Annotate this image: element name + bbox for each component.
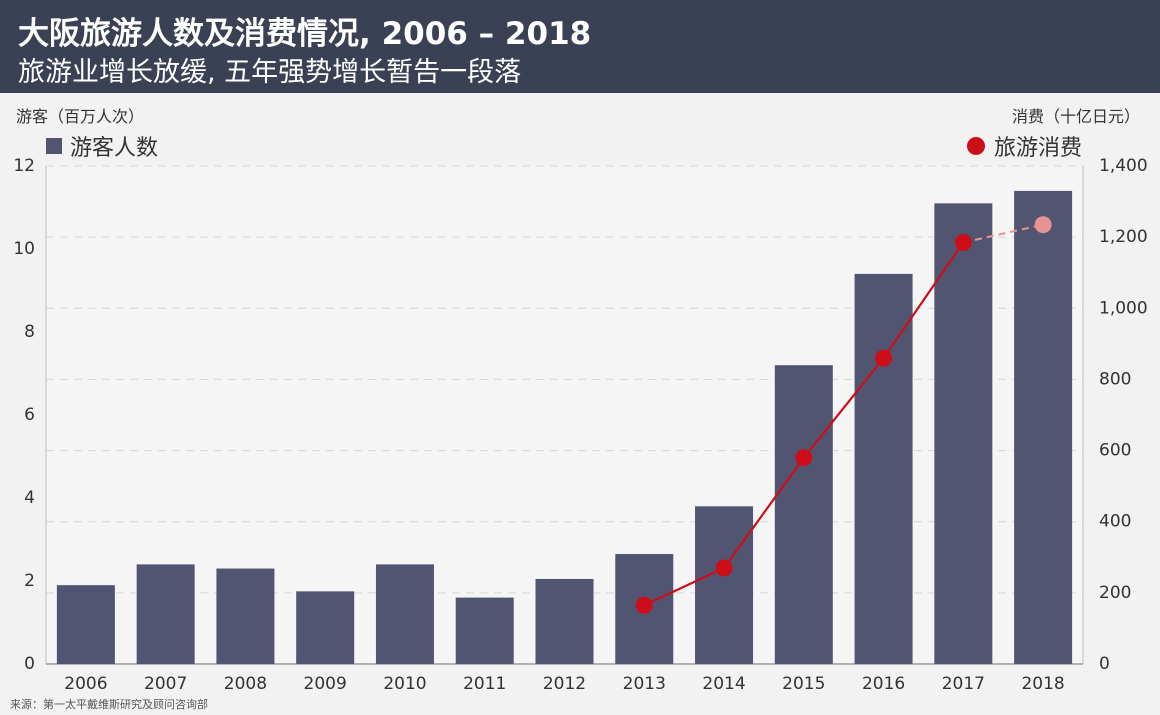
right-tick-label: 400 (1099, 512, 1131, 532)
line-segment (723, 457, 805, 569)
x-tick-label: 2016 (862, 674, 905, 694)
chart-title: 大阪旅游人数及消费情况, 2006 – 2018 (18, 16, 592, 52)
x-tick-label: 2014 (702, 674, 745, 694)
line-segment (882, 241, 965, 359)
bar (854, 273, 913, 664)
right-tick-label: 1,000 (1099, 298, 1148, 318)
line-segment (643, 566, 725, 607)
line-segment-estimate (963, 223, 1044, 244)
legend-spending-label: 旅游消费 (993, 136, 1082, 161)
line-segment (802, 357, 885, 459)
right-tick-label: 600 (1099, 441, 1131, 461)
left-tick-label: 8 (24, 322, 35, 342)
right-tick-label: 200 (1099, 583, 1131, 603)
x-tick-label: 2010 (383, 674, 426, 694)
header-banner: 大阪旅游人数及消费情况, 2006 – 2018 旅游业增长放缓, 五年强势增长… (0, 0, 1160, 93)
bar (774, 365, 833, 664)
bar (1014, 190, 1073, 664)
x-tick-label: 2006 (64, 674, 107, 694)
bar (455, 597, 514, 664)
x-tick-label: 2012 (543, 674, 586, 694)
right-tick-label: 0 (1099, 654, 1110, 674)
x-tick-label: 2013 (623, 674, 666, 694)
left-tick-label: 2 (24, 571, 35, 591)
bar (934, 203, 993, 664)
bar (535, 578, 594, 664)
x-tick-label: 2009 (304, 674, 347, 694)
right-tick-label: 1,400 (1099, 156, 1148, 176)
line-point-estimate (1034, 216, 1052, 234)
x-tick-label: 2018 (1021, 674, 1064, 694)
line-point (715, 559, 733, 577)
bar (56, 585, 115, 664)
bar (136, 564, 195, 664)
x-tick-label: 2017 (942, 674, 985, 694)
left-axis-title: 游客（百万人次） (16, 107, 145, 126)
line-point (795, 449, 813, 467)
legend-visitors-label: 游客人数 (70, 136, 159, 161)
left-tick-label: 12 (13, 156, 35, 176)
left-tick-label: 0 (24, 654, 35, 674)
line-point (635, 596, 653, 614)
right-tick-label: 800 (1099, 369, 1131, 389)
right-tick-label: 1,200 (1099, 227, 1148, 247)
bar (375, 564, 434, 664)
chart-subtitle: 旅游业增长放缓, 五年强势增长暂告一段落 (18, 57, 522, 88)
left-tick-label: 4 (24, 488, 35, 508)
bar (296, 591, 355, 664)
bar (216, 568, 275, 664)
legend-bar-swatch (46, 138, 62, 154)
left-tick-label: 10 (13, 239, 35, 259)
legend-dot-swatch (966, 137, 985, 155)
right-axis-title: 消费（十亿日元） (1011, 107, 1140, 126)
legend-item-spending: 旅游消费 (966, 130, 1082, 162)
x-tick-label: 2008 (224, 674, 267, 694)
left-tick-label: 6 (24, 405, 35, 425)
legend-item-visitors: 游客人数 (46, 130, 158, 162)
line-point (954, 233, 972, 251)
source-note: 来源：第一太平戴维斯研究及顾问咨询部 (10, 698, 208, 711)
x-tick-label: 2015 (782, 674, 825, 694)
bar (695, 506, 754, 664)
x-tick-label: 2011 (463, 674, 506, 694)
line-point (875, 349, 893, 367)
x-tick-label: 2007 (144, 674, 187, 694)
